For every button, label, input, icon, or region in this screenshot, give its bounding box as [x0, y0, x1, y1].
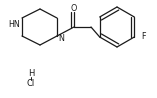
Text: N: N: [58, 34, 64, 43]
Text: Cl: Cl: [27, 78, 35, 88]
Text: HN: HN: [8, 20, 20, 29]
Text: H: H: [28, 69, 34, 78]
Text: O: O: [71, 4, 77, 13]
Text: F: F: [141, 31, 146, 40]
